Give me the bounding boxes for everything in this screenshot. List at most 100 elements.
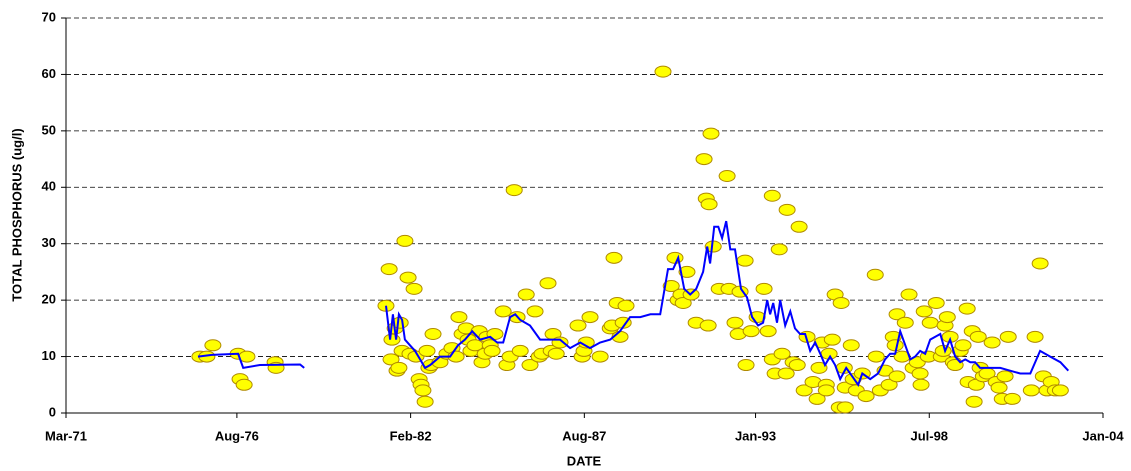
data-point [424, 328, 442, 340]
data-point [866, 268, 884, 281]
data-point [867, 350, 885, 363]
data-point [380, 263, 398, 276]
data-point [810, 361, 828, 374]
data-point [938, 311, 956, 324]
data-point [880, 378, 898, 391]
data-point [857, 390, 875, 403]
data-point [795, 384, 813, 397]
data-point [418, 344, 436, 357]
x-tick-label: Jul-98 [910, 428, 948, 443]
data-point [778, 203, 796, 216]
data-point [539, 277, 557, 290]
data-point [755, 282, 773, 295]
data-point [399, 271, 417, 284]
data-point [927, 296, 945, 309]
data-point [547, 347, 565, 360]
data-point [494, 305, 512, 318]
data-point [1003, 392, 1021, 405]
data-point [526, 305, 544, 318]
data-point [235, 378, 253, 391]
data-point [390, 361, 408, 374]
data-point [954, 339, 972, 352]
data-point [666, 251, 684, 264]
data-point [808, 392, 826, 405]
data-point [921, 316, 939, 329]
data-point [699, 319, 717, 332]
data-point [1022, 384, 1040, 397]
data-point [983, 336, 1001, 349]
data-point [969, 330, 987, 343]
data-point [382, 353, 400, 366]
data-point [204, 339, 222, 352]
x-tick-label: Mar-71 [45, 428, 87, 443]
data-point [737, 359, 755, 372]
data-point [888, 370, 906, 383]
data-point [450, 311, 468, 324]
data-point [896, 316, 914, 329]
data-point [405, 282, 423, 295]
data-point [591, 350, 609, 363]
data-point [999, 330, 1017, 343]
data-point [517, 288, 535, 301]
data-point [912, 378, 930, 391]
data-point [483, 344, 501, 357]
y-tick-label: 70 [42, 9, 56, 24]
data-point [1031, 257, 1049, 270]
data-point [702, 127, 720, 140]
y-tick-label: 30 [42, 235, 56, 250]
data-point [416, 395, 434, 408]
data-point [718, 170, 736, 182]
data-point [678, 265, 696, 278]
data-point [958, 302, 976, 315]
trend-line [197, 220, 1070, 387]
data-point [414, 384, 432, 397]
data-point [886, 339, 904, 352]
data-point [674, 296, 692, 309]
data-point [700, 198, 718, 211]
data-point [911, 367, 929, 380]
data-point [842, 339, 860, 352]
data-point [773, 347, 791, 360]
x-tick-label: Jan-93 [735, 428, 776, 443]
data-point [900, 288, 918, 301]
y-tick-label: 50 [42, 122, 56, 137]
data-point [763, 189, 781, 202]
y-tick-label: 10 [42, 348, 56, 363]
data-point [777, 367, 795, 380]
data-point [759, 325, 777, 338]
y-tick-label: 40 [42, 179, 56, 194]
y-axis-label: TOTAL PHOSPHORUS (ug/l) [9, 128, 24, 301]
data-point [521, 359, 539, 372]
data-point [996, 370, 1014, 383]
data-point [817, 384, 835, 397]
data-point [790, 220, 808, 233]
x-axis-label: DATE [567, 453, 602, 468]
data-point [695, 153, 713, 166]
y-tick-label: 60 [42, 66, 56, 81]
data-point [617, 299, 635, 312]
data-point [1026, 330, 1044, 343]
y-tick-label: 0 [49, 404, 56, 419]
data-point [788, 359, 806, 372]
data-point [662, 280, 680, 293]
data-point [726, 316, 744, 329]
data-point [505, 184, 523, 197]
data-point [823, 333, 841, 346]
data-point [569, 319, 587, 332]
data-point [832, 296, 850, 309]
data-point [742, 325, 760, 338]
x-tick-label: Jan-04 [1082, 428, 1124, 443]
y-tick-label: 20 [42, 292, 56, 307]
data-point [605, 251, 623, 264]
data-point [736, 254, 754, 267]
data-point [770, 243, 788, 256]
data-point [836, 401, 854, 414]
data-point [888, 308, 906, 321]
x-tick-label: Aug-87 [562, 428, 606, 443]
x-tick-label: Aug-76 [215, 428, 259, 443]
x-tick-label: Feb-82 [390, 428, 432, 443]
data-point [654, 65, 672, 78]
data-point [915, 305, 933, 318]
